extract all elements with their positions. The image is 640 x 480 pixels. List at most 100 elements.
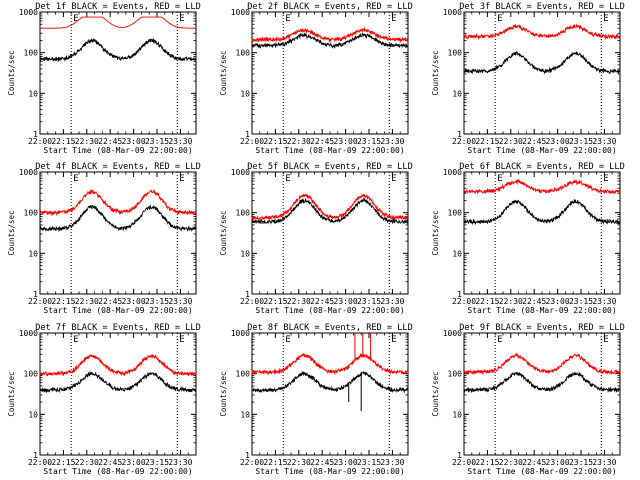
- night-marker-letter: E: [497, 335, 502, 345]
- x-tick-label: 22:30: [75, 137, 99, 146]
- panel-det-7: Det 7f BLACK = Events, RED = LLD 1 10 100 10…: [7, 323, 201, 476]
- events-series-line: [251, 370, 409, 394]
- x-tick-label: 23:00: [546, 137, 570, 146]
- x-tick-label: 23:15: [145, 297, 169, 306]
- y-tick-label: 10: [28, 410, 38, 419]
- x-tick-label: 22:00: [452, 297, 476, 306]
- x-tick-label: 22:15: [51, 458, 75, 467]
- x-tick-label: 23:00: [122, 458, 146, 467]
- x-tick-label: 22:00: [240, 137, 264, 146]
- y-tick-label: 1: [33, 130, 38, 139]
- y-axis-label: Counts/sec: [219, 50, 228, 95]
- x-tick-label: 22:15: [263, 297, 287, 306]
- x-axis-label: Start Time (08-Mar-09 22:00:00): [467, 146, 616, 155]
- x-tick-label: 22:30: [287, 137, 311, 146]
- y-tick-label: 100: [24, 49, 39, 58]
- x-tick-label: 23:15: [145, 137, 169, 146]
- x-tick-label: 23:00: [334, 137, 358, 146]
- x-axis-label: Start Time (08-Mar-09 22:00:00): [43, 146, 192, 155]
- y-tick-label: 1: [457, 451, 462, 460]
- lld-series-line: [251, 352, 409, 376]
- y-tick-label: 10: [240, 410, 250, 419]
- x-axis-label: Start Time (08-Mar-09 22:00:00): [43, 467, 192, 476]
- panel-title: Det 2f BLACK = Events, RED = LLD: [247, 2, 413, 12]
- lld-series-line: [463, 352, 621, 376]
- x-tick-label: 22:15: [475, 297, 499, 306]
- y-axis-label: Counts/sec: [219, 210, 228, 255]
- lld-series-line: [39, 353, 197, 377]
- y-tick-label: 100: [236, 370, 251, 379]
- x-tick-label: 22:15: [51, 297, 75, 306]
- x-tick-label: 23:30: [592, 137, 616, 146]
- events-series-line: [251, 196, 409, 225]
- night-marker-letter: E: [179, 335, 184, 345]
- events-series-line: [39, 204, 197, 232]
- y-axis-label: Counts/sec: [431, 371, 440, 416]
- y-tick-label: 1000: [231, 329, 250, 338]
- y-tick-label: 100: [448, 49, 463, 58]
- night-marker-letter: E: [391, 174, 396, 184]
- x-tick-label: 22:30: [287, 458, 311, 467]
- y-tick-label: 1: [245, 130, 250, 139]
- y-tick-label: 10: [28, 249, 38, 258]
- x-tick-label: 23:00: [334, 297, 358, 306]
- x-tick-label: 22:00: [452, 137, 476, 146]
- y-tick-label: 100: [236, 209, 251, 218]
- x-tick-label: 23:15: [569, 458, 593, 467]
- x-axis-label: Start Time (08-Mar-09 22:00:00): [43, 306, 192, 315]
- x-axis-label: Start Time (08-Mar-09 22:00:00): [255, 306, 404, 315]
- lld-series-line: [40, 16, 196, 29]
- x-tick-label: 22:45: [522, 137, 546, 146]
- x-tick-label: 23:30: [168, 458, 192, 467]
- x-tick-label: 22:30: [499, 137, 523, 146]
- x-tick-label: 23:00: [122, 297, 146, 306]
- x-tick-label: 23:15: [569, 297, 593, 306]
- x-tick-label: 23:00: [334, 458, 358, 467]
- y-axis-label: Counts/sec: [7, 50, 16, 95]
- panel-title: Det 3f BLACK = Events, RED = LLD: [459, 2, 625, 12]
- lld-series-line: [251, 26, 409, 44]
- y-tick-label: 1000: [19, 8, 38, 17]
- lld-series-line: [251, 192, 409, 222]
- panel-title: Det 4f BLACK = Events, RED = LLD: [35, 162, 201, 172]
- night-marker-letter: E: [603, 14, 608, 24]
- plot-frame: [251, 11, 409, 135]
- night-marker-letter: E: [603, 174, 608, 184]
- x-tick-label: 23:00: [122, 137, 146, 146]
- night-marker-letter: E: [497, 14, 502, 24]
- y-tick-label: 1: [33, 451, 38, 460]
- panel-title: Det 1f BLACK = Events, RED = LLD: [35, 2, 201, 12]
- events-series-line: [463, 371, 621, 394]
- x-tick-label: 22:00: [28, 297, 52, 306]
- x-tick-label: 22:30: [499, 458, 523, 467]
- night-marker-letter: E: [391, 335, 396, 345]
- x-tick-label: 22:45: [310, 297, 334, 306]
- x-tick-label: 23:30: [168, 137, 192, 146]
- panel-title: Det 9f BLACK = Events, RED = LLD: [459, 323, 625, 333]
- x-tick-label: 22:45: [98, 137, 122, 146]
- x-tick-label: 22:00: [28, 137, 52, 146]
- y-axis-label: Counts/sec: [219, 371, 228, 416]
- events-series-line: [251, 31, 409, 49]
- y-tick-label: 1: [457, 130, 462, 139]
- y-tick-label: 1000: [443, 168, 462, 177]
- x-tick-label: 22:00: [240, 297, 264, 306]
- x-tick-label: 23:30: [380, 297, 404, 306]
- x-tick-label: 22:30: [499, 297, 523, 306]
- panel-title: Det 6f BLACK = Events, RED = LLD: [459, 162, 625, 172]
- night-marker-letter: E: [285, 174, 290, 184]
- x-tick-label: 23:15: [145, 458, 169, 467]
- panel-det-1: Det 1f BLACK = Events, RED = LLD 1 10 100 10…: [7, 2, 201, 155]
- x-tick-label: 22:45: [522, 458, 546, 467]
- y-axis-label: Counts/sec: [7, 210, 16, 255]
- y-axis-label: Counts/sec: [431, 210, 440, 255]
- x-tick-label: 23:30: [168, 297, 192, 306]
- panel-det-8: Det 8f BLACK = Events, RED = LLD 1 10 100 10…: [219, 323, 413, 476]
- x-tick-label: 22:45: [310, 137, 334, 146]
- x-tick-label: 22:45: [310, 458, 334, 467]
- lld-series-line: [39, 188, 197, 217]
- plot-frame: [39, 171, 197, 295]
- night-marker-letter: E: [497, 174, 502, 184]
- plot-frame: [39, 332, 197, 456]
- x-tick-label: 22:00: [28, 458, 52, 467]
